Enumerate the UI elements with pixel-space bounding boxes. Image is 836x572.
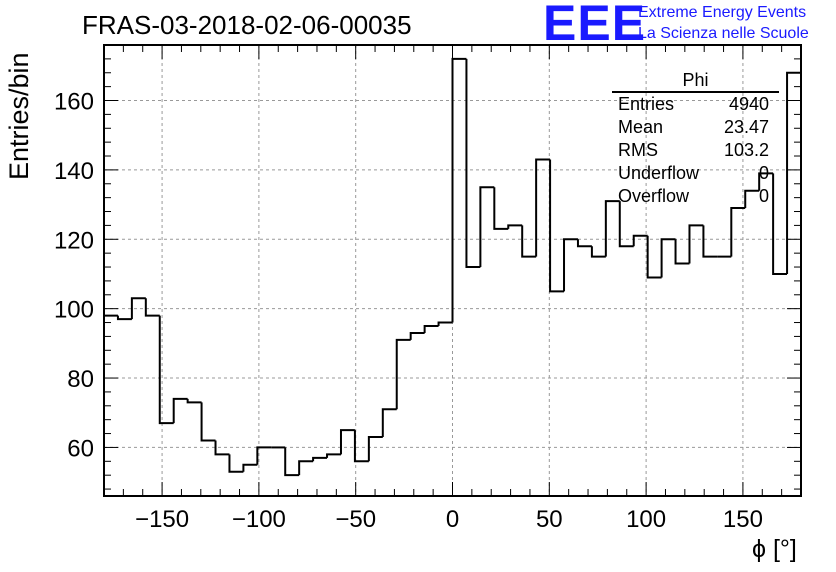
histogram-bin — [228, 454, 244, 473]
histogram-bin — [604, 200, 620, 257]
histogram-bin — [786, 71, 802, 496]
histogram-bin — [465, 58, 481, 269]
histogram-bin — [479, 186, 495, 268]
histogram-bin — [535, 158, 551, 257]
histogram-bin — [772, 173, 788, 275]
histogram-bars — [103, 57, 802, 496]
histogram-bin — [590, 246, 606, 258]
x-tick-label: 50 — [536, 506, 563, 533]
y-tick-label: 60 — [67, 435, 94, 462]
tick-labels: −150 −100 −50 0 50 100 150 60 80 100 120 140 160 — [54, 89, 763, 533]
stats-box: Phi Entries 4940 Mean 23.47 RMS 103.2 Under… — [612, 70, 779, 208]
histogram-bin — [116, 315, 132, 321]
stats-value: 0 — [758, 186, 769, 206]
histogram-bin — [744, 189, 760, 209]
stats-key: Overflow — [618, 186, 690, 206]
histogram-bin — [214, 440, 230, 456]
x-tick-label: 0 — [446, 506, 459, 533]
stats-value: 4940 — [728, 94, 769, 114]
stats-key: Entries — [618, 94, 675, 114]
histogram-bin — [326, 453, 341, 458]
stats-row: Mean 23.47 — [612, 116, 779, 139]
stats-value: 23.47 — [723, 117, 769, 137]
histogram-bin — [549, 159, 565, 293]
histogram-bin — [242, 463, 258, 472]
histogram-bin — [674, 239, 690, 265]
logo-line-2: La Scienza nelle Scuole — [638, 25, 809, 42]
histogram-bin — [702, 225, 718, 258]
histogram-bin — [451, 57, 467, 323]
stats-row: Entries 4940 — [612, 93, 779, 116]
x-tick-label: 100 — [626, 506, 666, 533]
histogram-bin — [521, 225, 537, 258]
y-tick-label: 160 — [54, 89, 94, 116]
histogram-bin — [563, 238, 578, 292]
stats-box-title: Phi — [612, 70, 779, 93]
y-tick-label: 120 — [54, 227, 94, 254]
x-tick-label: 150 — [723, 506, 763, 533]
x-tick-label: −100 — [232, 506, 286, 533]
y-axis-label: Entries/bin — [4, 52, 34, 180]
histogram-bin — [730, 207, 746, 257]
histogram-bin — [186, 398, 202, 404]
y-tick-label: 100 — [54, 297, 94, 324]
histogram-bin — [158, 315, 174, 425]
histogram-bin — [576, 239, 592, 248]
stats-row: Overflow 0 — [612, 185, 779, 208]
stats-key: RMS — [618, 140, 658, 160]
histogram-bin — [353, 430, 369, 463]
histogram-bin — [395, 338, 411, 410]
histogram-bin — [130, 297, 146, 320]
stats-value: 103.2 — [723, 140, 769, 160]
histogram-bin — [493, 187, 509, 230]
histogram-bin — [256, 446, 272, 465]
histogram-bin — [367, 436, 383, 462]
histogram-bin — [660, 238, 676, 278]
histogram-bin — [284, 447, 300, 477]
stats-value: 0 — [758, 163, 769, 183]
axis-ticks — [103, 44, 802, 496]
x-tick-label: −150 — [135, 506, 189, 533]
histogram-bin — [200, 402, 216, 442]
histogram-bin — [339, 429, 355, 455]
stats-row: Underflow 0 — [612, 162, 779, 185]
histogram-bin — [507, 224, 523, 229]
y-tick-label: 140 — [54, 158, 94, 185]
eee-logo: EEE — [543, 0, 647, 51]
histogram-bin — [298, 460, 314, 476]
stats-key: Underflow — [618, 163, 700, 183]
x-axis-label: ϕ [°] — [752, 535, 797, 563]
histogram-bin — [409, 331, 425, 340]
logo-line-1: Extreme Energy Events — [638, 4, 807, 21]
plot-title: FRAS-03-2018-02-06-00035 — [82, 10, 412, 40]
histogram-bin — [618, 201, 634, 248]
histogram-bin — [144, 298, 160, 317]
histogram-bin — [437, 321, 453, 327]
histogram-bin — [758, 172, 774, 191]
stats-key: Mean — [618, 117, 664, 137]
stats-row: RMS 103.2 — [612, 139, 779, 162]
histogram-bin — [172, 397, 188, 424]
histogram-bin — [632, 234, 648, 247]
y-tick-label: 80 — [67, 366, 94, 393]
histogram-bin — [688, 224, 704, 264]
histogram-bin — [423, 325, 439, 333]
histogram-bin — [312, 456, 328, 462]
histogram-bin — [381, 408, 397, 438]
histogram-bin — [646, 235, 662, 279]
x-tick-label: −50 — [335, 506, 376, 533]
